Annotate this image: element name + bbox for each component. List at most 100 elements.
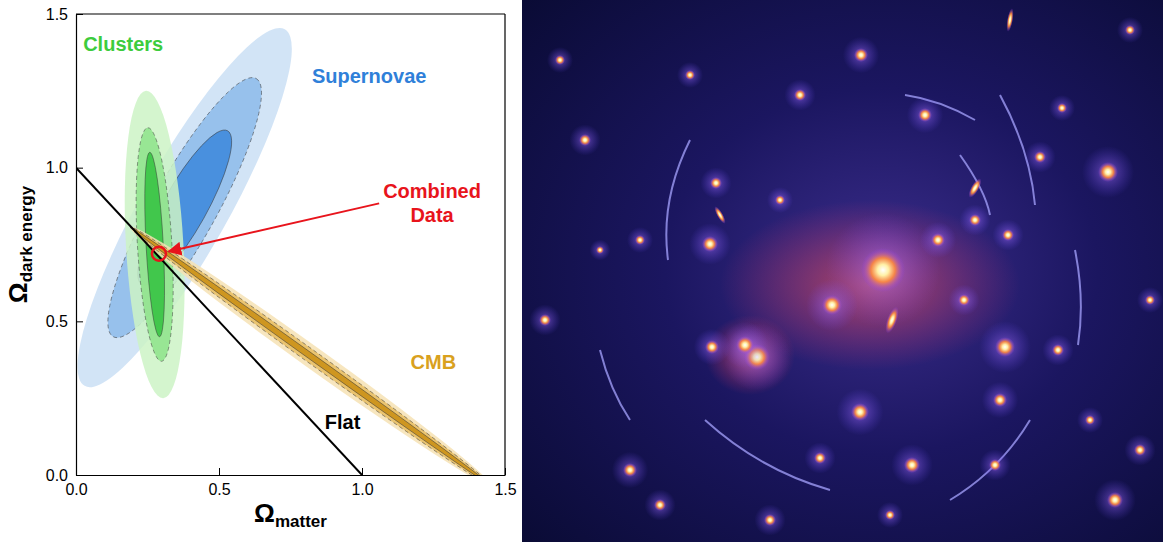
galaxy-halo xyxy=(547,47,573,73)
galaxy xyxy=(654,499,666,511)
x-tick: 1.5 xyxy=(494,468,516,498)
lensed-arc xyxy=(600,350,630,420)
galaxy-halo xyxy=(806,279,858,331)
galaxy-halo xyxy=(627,227,653,253)
series-labels: SupernovaeClustersCMBFlatCombinedData xyxy=(83,33,481,433)
x-tick-label: 0.0 xyxy=(65,481,87,498)
galaxy xyxy=(989,459,1001,471)
lensed-arc xyxy=(1075,250,1081,345)
frame-top xyxy=(76,13,505,14)
galaxy xyxy=(736,336,754,354)
x-axis-title: Ωmatter xyxy=(254,498,327,531)
galaxy-halo xyxy=(877,502,903,528)
galaxy-halo xyxy=(612,452,648,488)
galaxy-halo xyxy=(992,219,1023,250)
series-label: Supernovae xyxy=(312,65,426,87)
confidence-ellipse xyxy=(124,218,497,475)
galaxy-halo xyxy=(948,284,979,315)
galaxy-halo xyxy=(907,97,943,133)
galaxy xyxy=(1034,151,1046,163)
series-label: CombinedData xyxy=(383,180,481,226)
galaxy xyxy=(861,248,905,292)
galaxy xyxy=(794,89,806,101)
galaxy xyxy=(1125,25,1135,35)
galaxy xyxy=(851,403,869,421)
galaxy-halo xyxy=(1082,146,1134,198)
galaxy xyxy=(705,340,719,354)
lensed-arc xyxy=(666,140,690,260)
y-tick-label: 1.5 xyxy=(46,6,68,23)
galaxy xyxy=(993,393,1007,407)
galaxy xyxy=(904,457,920,473)
galaxy-halo xyxy=(1042,334,1073,365)
galaxy-halo xyxy=(804,442,835,473)
flat-line xyxy=(76,168,362,475)
galaxy-halo xyxy=(569,124,600,155)
galaxy xyxy=(1002,229,1014,241)
x-axis: 0.0 0.5 1.0 1.5 xyxy=(65,468,516,498)
x-tick-mark xyxy=(362,468,363,475)
galaxy xyxy=(1085,415,1095,425)
galaxy xyxy=(1134,444,1146,456)
y-tick-label: 1.0 xyxy=(46,159,68,176)
lensed-arc xyxy=(950,420,1030,500)
y-tick-label: 0.0 xyxy=(46,467,68,484)
y-tick: 1.5 xyxy=(46,6,83,23)
y-axis-title: Ωdark energy xyxy=(3,185,36,303)
galaxy xyxy=(579,134,591,146)
galaxy xyxy=(958,294,970,306)
y-tick-mark xyxy=(76,321,83,322)
galaxy xyxy=(918,108,932,122)
galaxy-halo xyxy=(982,382,1018,418)
confidence-ellipse xyxy=(127,222,495,475)
x-tick-label: 1.0 xyxy=(351,481,373,498)
y-tick: 1.0 xyxy=(46,159,83,176)
galaxy-halo xyxy=(891,444,933,486)
galaxy-halo xyxy=(837,389,884,436)
plot-area xyxy=(76,14,497,475)
galaxy-halo xyxy=(767,187,793,213)
series-label: Clusters xyxy=(83,33,163,55)
galaxy xyxy=(1057,103,1067,113)
galaxy-halo xyxy=(979,321,1031,373)
galaxy-halo xyxy=(689,223,731,265)
galaxy-halo xyxy=(694,329,730,365)
galaxy xyxy=(623,463,637,477)
label-line: Combined xyxy=(383,180,481,202)
galaxy-halo xyxy=(920,222,956,258)
galaxy-halo xyxy=(1094,479,1136,521)
galaxy-halo xyxy=(959,204,990,235)
galaxy xyxy=(539,314,551,326)
galaxy-halo xyxy=(1077,407,1103,433)
chart-root: 0.0 0.5 1.0 1.5 0.0 0.5 1.0 1.5 Ωmatter Ωdark ene… xyxy=(0,0,1163,542)
galaxy xyxy=(822,295,842,315)
y-tick-mark xyxy=(76,475,83,476)
galaxy xyxy=(712,205,727,225)
galaxy-halo xyxy=(843,37,879,73)
galaxy xyxy=(883,305,902,335)
x-tick: 0.5 xyxy=(208,468,230,498)
x-tick-label: 1.5 xyxy=(494,481,516,498)
galaxy xyxy=(685,70,695,80)
plot-background xyxy=(76,14,505,475)
confidence-region xyxy=(124,218,497,475)
galaxy xyxy=(710,177,722,189)
label-line: Data xyxy=(410,204,454,226)
y-axis: 0.0 0.5 1.0 1.5 xyxy=(46,6,83,484)
galaxy xyxy=(764,514,776,526)
chart-svg: 0.0 0.5 1.0 1.5 0.0 0.5 1.0 1.5 Ωmatter Ωdark ene… xyxy=(0,0,1163,542)
galaxy xyxy=(969,214,981,226)
y-tick-label: 0.5 xyxy=(46,313,68,330)
axis-title-symbol: Ω xyxy=(3,282,33,303)
axis-title-subscript: dark energy xyxy=(17,185,36,282)
galaxy-halo xyxy=(590,240,611,261)
galaxy xyxy=(1052,344,1064,356)
x-tick-label: 0.5 xyxy=(208,481,230,498)
galaxy-halo xyxy=(1124,434,1155,465)
x-axis-line xyxy=(77,475,506,476)
galaxy xyxy=(702,236,718,252)
galaxy xyxy=(995,337,1015,357)
y-axis-line xyxy=(76,15,77,476)
galaxy-halo xyxy=(1024,141,1055,172)
y-tick-mark xyxy=(76,14,83,15)
